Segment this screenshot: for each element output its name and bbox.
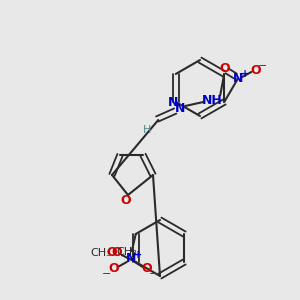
Text: O: O xyxy=(219,61,230,74)
Text: O: O xyxy=(250,64,261,76)
Text: −: − xyxy=(149,269,158,279)
Text: O: O xyxy=(106,245,117,259)
Text: O: O xyxy=(108,262,119,275)
Text: H: H xyxy=(143,125,152,135)
Text: +: + xyxy=(134,250,142,260)
Text: O: O xyxy=(121,194,131,208)
Text: −: − xyxy=(102,269,111,279)
Text: +: + xyxy=(241,69,249,79)
Text: O: O xyxy=(111,245,122,259)
Text: CH₃: CH₃ xyxy=(90,248,111,258)
Text: O: O xyxy=(141,262,152,275)
Text: NH: NH xyxy=(202,94,223,106)
Text: N: N xyxy=(233,71,243,85)
Text: N: N xyxy=(168,95,178,109)
Text: N: N xyxy=(175,101,185,115)
Text: N: N xyxy=(126,253,136,266)
Text: CH₃: CH₃ xyxy=(117,247,137,257)
Text: −: − xyxy=(258,61,267,71)
